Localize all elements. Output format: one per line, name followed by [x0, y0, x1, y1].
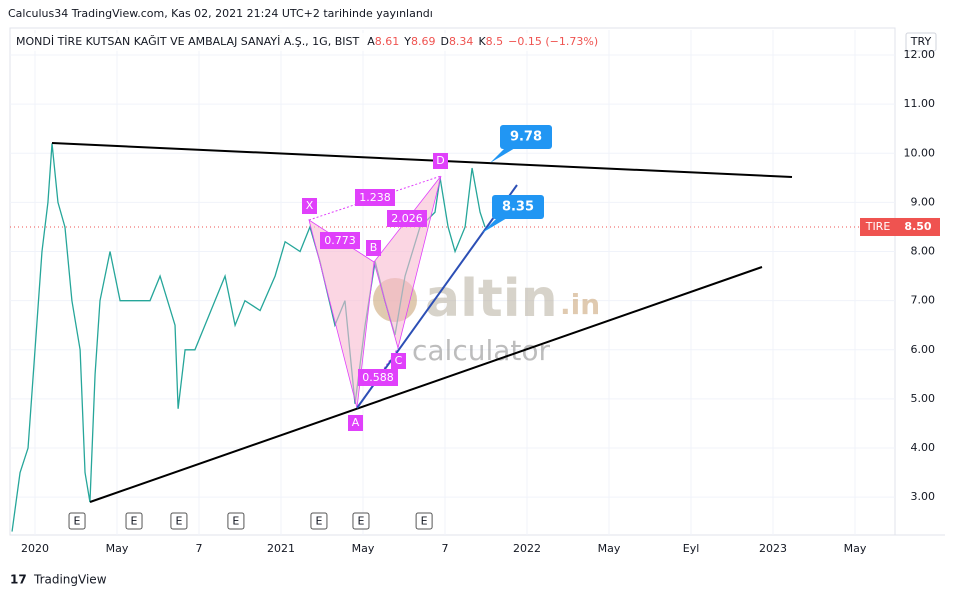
earnings-marker [125, 512, 143, 530]
x-tick-label: 7 [196, 542, 203, 555]
earnings-label: E [175, 515, 182, 528]
ohlc-key: Y [403, 35, 411, 48]
ratio-label: 0.588 [362, 371, 394, 384]
y-tick-label: 12.00 [904, 48, 936, 61]
y-tick-label: 5.00 [911, 392, 936, 405]
price-tag-label: 8.50 [904, 220, 931, 233]
watermark-text: calculator [412, 334, 551, 367]
target-label: 9.78 [510, 130, 542, 145]
x-tick-label: 2020 [21, 542, 49, 555]
ohlc-value: 8.5 [486, 35, 504, 48]
point-box [348, 415, 363, 431]
earnings-label: E [232, 515, 239, 528]
legend-ohlc: A 8.61 Y 8.69 D 8.34 K 8.5 −0.15 (−1.73%) [367, 35, 598, 48]
y-tick-label: 11.00 [904, 97, 936, 110]
x-tick-label: May [352, 542, 375, 555]
watermark-text: .in [560, 288, 600, 321]
y-tick-label: 6.00 [911, 343, 936, 356]
symbol-label: TIRE [865, 220, 891, 233]
point-labels: X A B C D [302, 153, 448, 431]
x-tick-label: May [106, 542, 129, 555]
target-label: 8.35 [502, 200, 534, 215]
y-tick-label: 9.00 [911, 195, 936, 208]
ratio-label: 0.773 [324, 234, 356, 247]
x-tick-label: 2021 [267, 542, 295, 555]
earnings-label: E [315, 515, 322, 528]
callout-box [492, 195, 544, 219]
legend-title: MONDİ TİRE KUTSAN KAĞIT VE AMBALAJ SANAY… [16, 35, 359, 48]
ohlc-value: 8.61 [375, 35, 400, 48]
brand-logo: 17 [10, 573, 27, 587]
y-tick-label: 7.00 [911, 294, 936, 307]
x-tick-label: Eyl [683, 542, 700, 555]
ratio-box [320, 232, 360, 249]
earnings-marker [68, 512, 86, 530]
x-tick-label: 2023 [759, 542, 787, 555]
publish-info: Calculus34 TradingView.com, Kas 02, 2021… [8, 7, 433, 20]
point-box [302, 198, 317, 214]
x-tick-label: May [844, 542, 867, 555]
point-box [391, 353, 406, 369]
trendline-top [51, 142, 793, 178]
point-label: B [370, 241, 378, 254]
earnings-marker [415, 512, 433, 530]
callout-pointer [490, 148, 515, 163]
earnings-marker [170, 512, 188, 530]
currency-button[interactable] [905, 32, 937, 52]
earnings-marker [352, 512, 370, 530]
earnings-label: E [131, 515, 138, 528]
x-tick-label: May [598, 542, 621, 555]
watermark-text: altin [425, 269, 558, 329]
x-tick-label: 2022 [513, 542, 541, 555]
ratio-box [355, 189, 395, 206]
grid [10, 30, 895, 535]
point-label: C [395, 354, 403, 367]
ratio-label: 2.026 [391, 212, 423, 225]
price-tag [896, 217, 940, 236]
y-tick-label: 3.00 [911, 490, 936, 503]
ratio-label: 1.238 [359, 191, 391, 204]
legend-bg [12, 33, 592, 51]
change: −0.15 (−1.73%) [508, 35, 598, 48]
ohlc-value: 8.69 [411, 35, 436, 48]
earnings-label: E [357, 515, 364, 528]
earnings-marker [227, 512, 245, 530]
point-label: D [436, 154, 444, 167]
ohlc-key: K [478, 35, 486, 48]
y-tick-label: 4.00 [911, 441, 936, 454]
point-box [433, 153, 448, 169]
ohlc-value: 8.34 [449, 35, 474, 48]
earnings-label: E [74, 515, 81, 528]
earnings-label: E [421, 515, 428, 528]
callout-box [500, 125, 552, 149]
ratio-box [358, 369, 398, 386]
earnings-marker [310, 512, 328, 530]
point-label: X [306, 199, 314, 212]
y-tick-label: 8.00 [911, 245, 936, 258]
y-tick-label: 10.00 [904, 146, 936, 159]
symbol-tag [860, 217, 896, 236]
x-tick-label: 7 [442, 542, 449, 555]
callout-pointer [482, 218, 507, 233]
point-box [366, 240, 381, 256]
ratio-box [387, 210, 427, 227]
ohlc-key: D [440, 35, 448, 48]
point-label: A [352, 416, 360, 429]
trendline-bottom [89, 266, 763, 503]
brand-name: TradingView [33, 573, 107, 587]
currency-label[interactable]: TRY [910, 35, 932, 48]
ohlc-key: A [367, 35, 375, 48]
